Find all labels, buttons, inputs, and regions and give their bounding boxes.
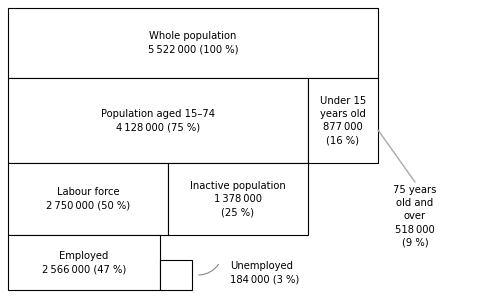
- Bar: [8, 78, 308, 163]
- Bar: [8, 8, 378, 78]
- Text: Employed
2 566 000 (47 %): Employed 2 566 000 (47 %): [42, 251, 126, 274]
- Bar: [8, 163, 168, 235]
- Bar: [8, 235, 160, 290]
- Text: Under 15
years old
877 000
(16 %): Under 15 years old 877 000 (16 %): [320, 96, 366, 145]
- Text: Population aged 15–74
4 128 000 (75 %): Population aged 15–74 4 128 000 (75 %): [101, 109, 215, 132]
- Text: Unemployed
184 000 (3 %): Unemployed 184 000 (3 %): [230, 262, 299, 284]
- Bar: [168, 163, 308, 235]
- Text: 75 years
old and
over
518 000
(9 %): 75 years old and over 518 000 (9 %): [393, 185, 436, 248]
- Text: Inactive population
1 378 000
(25 %): Inactive population 1 378 000 (25 %): [190, 181, 286, 217]
- Text: Labour force
2 750 000 (50 %): Labour force 2 750 000 (50 %): [46, 188, 130, 210]
- Bar: [160, 260, 192, 290]
- Bar: [308, 78, 378, 163]
- Text: Whole population
5 522 000 (100 %): Whole population 5 522 000 (100 %): [148, 31, 238, 55]
